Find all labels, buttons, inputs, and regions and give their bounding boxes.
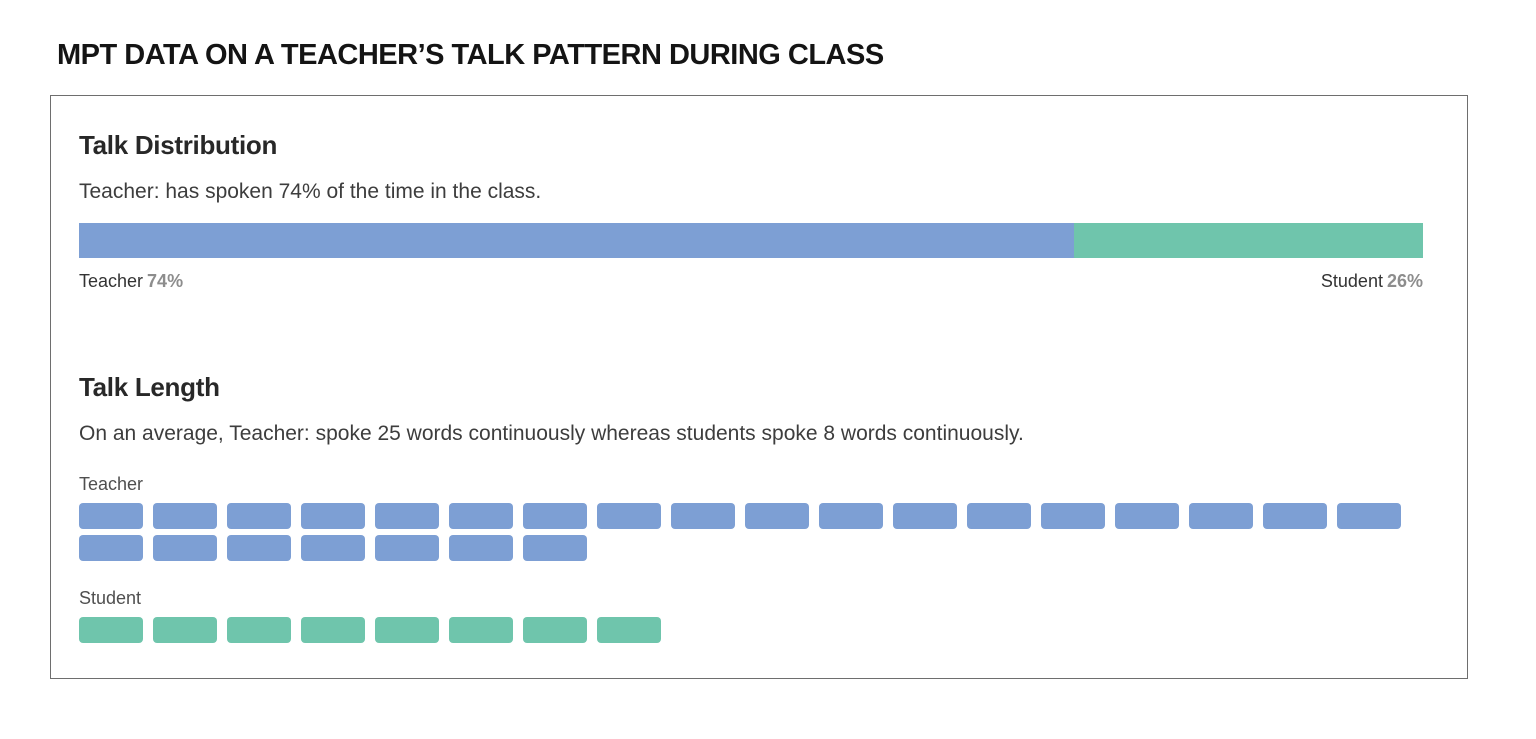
student-label-text: Student (1320, 271, 1383, 291)
talk-distribution-heading: Talk Distribution (79, 130, 278, 160)
teacher-blocks-row-2 (79, 535, 1423, 561)
teacher-word-block (449, 535, 513, 561)
student-blocks-row-1 (79, 617, 1423, 643)
student-word-block (449, 617, 513, 643)
student-word-block (301, 617, 365, 643)
student-word-block (227, 617, 291, 643)
talk-length-heading: Talk Length (79, 372, 220, 402)
talk-length-section: Talk Length On an average, Teacher: spok… (79, 370, 1423, 643)
teacher-word-block (1041, 503, 1105, 529)
teacher-word-block (79, 503, 143, 529)
student-word-block (523, 617, 587, 643)
teacher-word-block (227, 503, 291, 529)
student-bar-label: Student 26% (1321, 270, 1423, 292)
teacher-word-block (967, 503, 1031, 529)
teacher-word-block (523, 503, 587, 529)
teacher-bar-label: Teacher 74% (79, 270, 183, 292)
teacher-word-block (375, 503, 439, 529)
stacked-bar-labels: Teacher 74% Student 26% (79, 270, 1423, 292)
teacher-word-block (449, 503, 513, 529)
teacher-word-block (1189, 503, 1253, 529)
student-blocks-label: Student (79, 588, 142, 608)
student-word-block (375, 617, 439, 643)
student-word-block (153, 617, 217, 643)
teacher-word-block (597, 503, 661, 529)
report-card: Talk Distribution Teacher: has spoken 74… (50, 95, 1468, 679)
teacher-word-block (1263, 503, 1327, 529)
teacher-word-block (301, 503, 365, 529)
teacher-bar-segment (79, 223, 1074, 258)
page-title: MPT DATA ON A TEACHER’S TALK PATTERN DUR… (57, 39, 884, 71)
teacher-word-block (1337, 503, 1401, 529)
teacher-blocks-label: Teacher (79, 474, 144, 494)
talk-length-summary: On an average, Teacher: spoke 25 words c… (79, 422, 1024, 445)
student-bar-segment (1073, 223, 1423, 258)
teacher-word-block (819, 503, 883, 529)
teacher-word-block (227, 535, 291, 561)
teacher-word-block (893, 503, 957, 529)
teacher-word-block (745, 503, 809, 529)
teacher-word-block (301, 535, 365, 561)
teacher-label-text: Teacher (79, 271, 144, 291)
teacher-word-block (79, 535, 143, 561)
student-percent-text: 26% (1386, 271, 1423, 291)
teacher-word-block (153, 535, 217, 561)
student-word-block (79, 617, 143, 643)
teacher-percent-text: 74% (147, 271, 184, 291)
talk-distribution-summary: Teacher: has spoken 74% of the time in t… (79, 180, 542, 203)
teacher-word-block (671, 503, 735, 529)
teacher-word-block (1115, 503, 1179, 529)
talk-distribution-section: Talk Distribution Teacher: has spoken 74… (79, 128, 1423, 292)
teacher-word-block (375, 535, 439, 561)
teacher-word-block (523, 535, 587, 561)
talk-distribution-stacked-bar (79, 223, 1423, 258)
teacher-blocks-row-1 (79, 503, 1423, 529)
teacher-word-block (153, 503, 217, 529)
student-word-block (597, 617, 661, 643)
